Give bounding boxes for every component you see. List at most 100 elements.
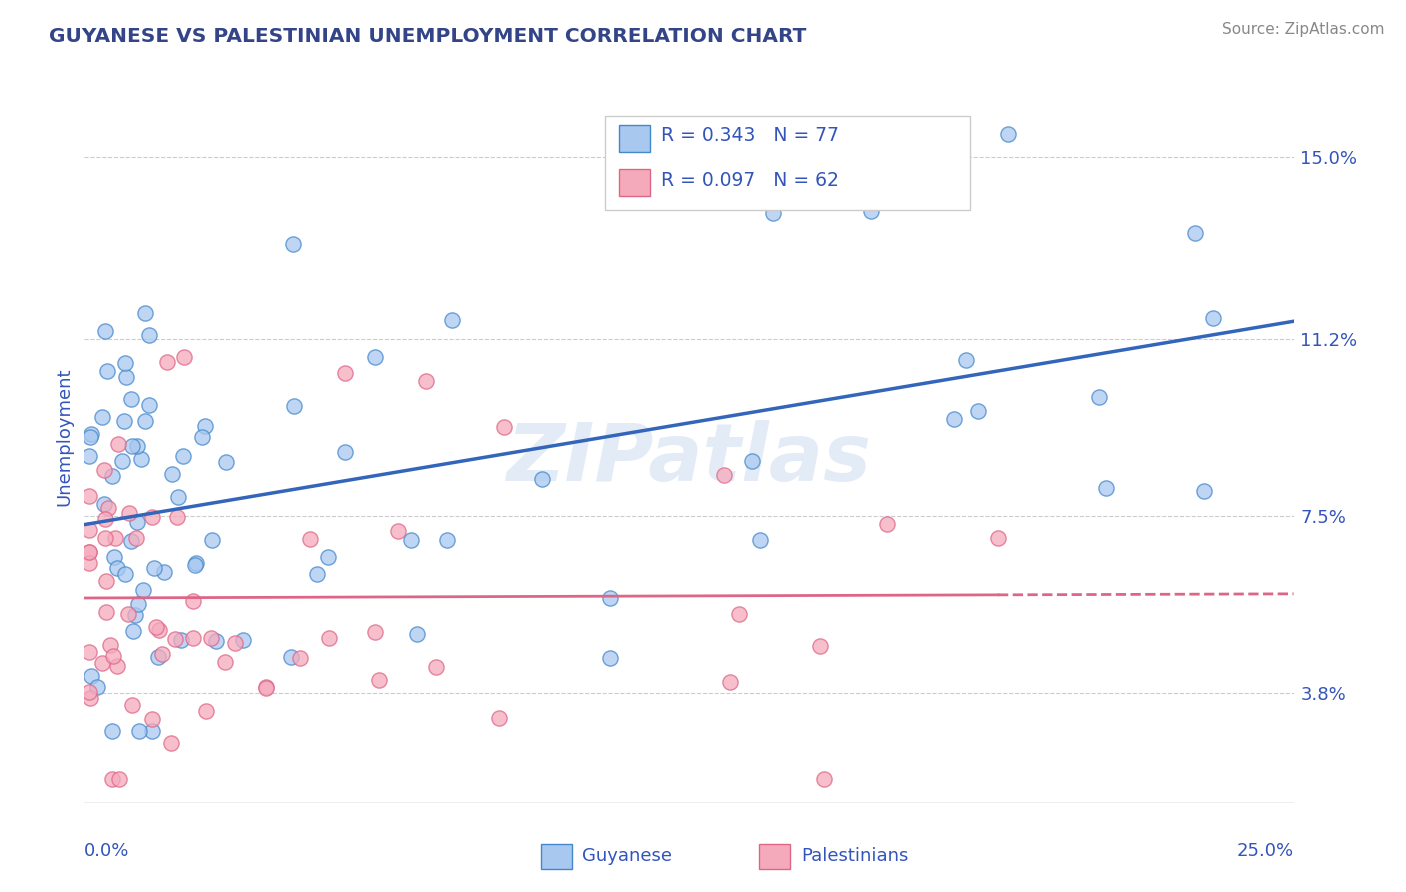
Point [101,772,124,786]
Point [172,449,194,463]
Point [132,583,155,598]
Point [194,704,217,718]
Point [125,515,148,529]
Point [405,627,427,641]
Point [159,736,181,750]
Point [1088,390,1111,404]
Point [128,724,150,739]
Point [101,468,124,483]
Point [494,419,516,434]
Point [127,598,149,612]
Point [201,533,224,548]
Point [200,631,222,645]
Point [364,350,387,364]
Point [107,437,129,451]
Text: Palestinians: Palestinians [801,847,908,865]
Point [77,523,100,537]
Point [1192,483,1215,498]
Point [318,631,340,645]
Point [169,632,191,647]
Point [859,204,882,219]
Point [121,698,143,713]
Point [741,454,763,468]
Point [120,392,142,406]
Point [160,467,183,482]
Point [77,645,100,659]
Text: 0.0%: 0.0% [84,842,129,860]
Point [100,724,122,739]
Point [531,472,554,486]
Point [808,639,831,653]
Point [103,550,125,565]
Point [91,656,114,670]
Y-axis label: Unemployment: Unemployment [55,368,73,507]
Point [232,633,254,648]
Point [153,565,176,579]
Point [142,561,165,575]
Text: Source: ZipAtlas.com: Source: ZipAtlas.com [1222,22,1385,37]
Point [77,557,100,571]
Point [797,165,820,179]
Point [368,673,391,687]
Point [94,532,117,546]
Point [141,713,163,727]
Point [1095,482,1118,496]
Point [125,532,148,546]
Point [942,412,965,426]
Point [156,355,179,369]
Point [215,455,238,469]
Point [183,632,205,646]
Point [86,680,108,694]
Point [114,566,136,581]
Point [224,636,246,650]
Point [94,605,117,619]
Point [254,680,277,694]
Text: R = 0.343   N = 77: R = 0.343 N = 77 [661,126,839,145]
Point [118,506,141,520]
Point [186,556,208,570]
Point [214,655,236,669]
Point [104,531,127,545]
Point [194,419,217,434]
Point [955,353,977,368]
Point [115,370,138,384]
Point [425,659,447,673]
Point [762,205,785,219]
Point [97,501,120,516]
Point [987,531,1010,545]
Point [114,356,136,370]
Point [1202,311,1225,326]
Point [79,691,101,706]
Point [111,454,134,468]
Point [117,607,139,621]
Point [93,496,115,510]
Text: ZIPatlas: ZIPatlas [506,420,872,498]
Point [205,634,228,648]
Text: GUYANESE VS PALESTINIAN UNEMPLOYMENT CORRELATION CHART: GUYANESE VS PALESTINIAN UNEMPLOYMENT COR… [49,27,807,45]
Point [94,324,117,338]
Point [77,489,100,503]
Point [129,451,152,466]
Point [728,607,751,621]
Point [283,399,305,413]
Point [335,445,357,459]
Point [166,490,188,504]
Point [307,567,329,582]
Point [599,591,621,605]
Point [98,638,121,652]
Point [145,620,167,634]
Point [79,430,101,444]
Point [488,711,510,725]
Point [80,669,103,683]
Point [997,127,1019,141]
Point [105,658,128,673]
Point [876,516,898,531]
Text: Guyanese: Guyanese [582,847,672,865]
Text: R = 0.097   N = 62: R = 0.097 N = 62 [661,170,839,190]
Point [108,772,131,786]
Point [599,650,621,665]
Point [96,364,118,378]
Point [163,632,186,647]
Point [90,409,112,424]
Point [290,650,312,665]
